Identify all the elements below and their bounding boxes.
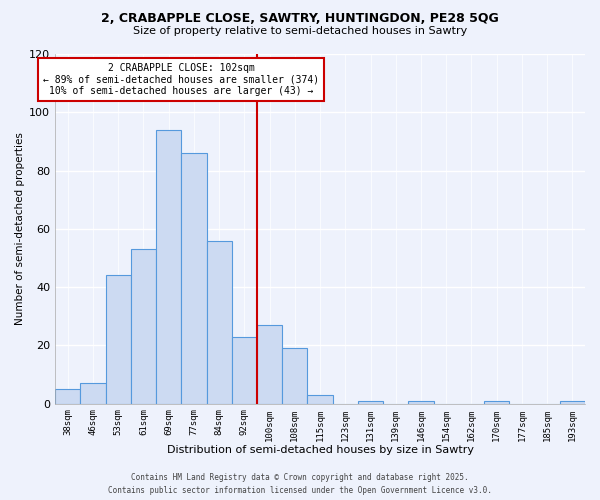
Bar [307, 395, 332, 404]
Bar [232, 336, 257, 404]
X-axis label: Distribution of semi-detached houses by size in Sawtry: Distribution of semi-detached houses by … [167, 445, 473, 455]
Bar [156, 130, 181, 404]
Bar [409, 401, 434, 404]
Bar [282, 348, 307, 404]
Bar [560, 401, 585, 404]
Bar [80, 384, 106, 404]
Bar [484, 401, 509, 404]
Bar [181, 153, 206, 404]
Text: 2 CRABAPPLE CLOSE: 102sqm
← 89% of semi-detached houses are smaller (374)
10% of: 2 CRABAPPLE CLOSE: 102sqm ← 89% of semi-… [43, 62, 319, 96]
Text: Contains HM Land Registry data © Crown copyright and database right 2025.
Contai: Contains HM Land Registry data © Crown c… [108, 474, 492, 495]
Bar [206, 240, 232, 404]
Bar [106, 276, 131, 404]
Bar [55, 389, 80, 404]
Text: 2, CRABAPPLE CLOSE, SAWTRY, HUNTINGDON, PE28 5QG: 2, CRABAPPLE CLOSE, SAWTRY, HUNTINGDON, … [101, 12, 499, 26]
Y-axis label: Number of semi-detached properties: Number of semi-detached properties [15, 132, 25, 326]
Bar [131, 250, 156, 404]
Text: Size of property relative to semi-detached houses in Sawtry: Size of property relative to semi-detach… [133, 26, 467, 36]
Bar [257, 325, 282, 404]
Bar [358, 401, 383, 404]
